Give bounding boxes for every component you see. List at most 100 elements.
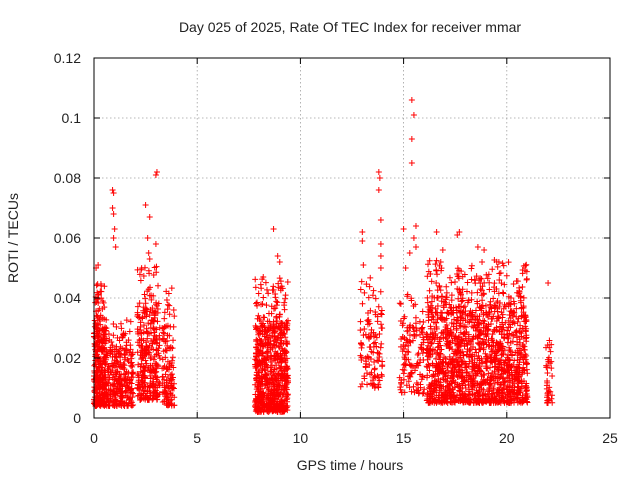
data-point [113, 378, 120, 385]
data-point [494, 305, 501, 312]
data-point [124, 356, 131, 363]
data-point [126, 379, 133, 386]
data-point [510, 309, 517, 316]
data-point [406, 384, 413, 391]
data-point [150, 325, 157, 332]
data-point [118, 390, 125, 397]
data-point [255, 312, 262, 319]
data-point [270, 398, 277, 405]
data-point [493, 286, 500, 292]
data-point [461, 377, 468, 384]
data-point [462, 399, 469, 406]
data-point [150, 292, 157, 299]
data-point [267, 340, 274, 347]
data-point [446, 331, 453, 338]
data-point [152, 382, 159, 389]
data-point [423, 363, 430, 370]
data-point [153, 263, 160, 270]
data-point [468, 276, 475, 283]
data-point [492, 375, 499, 382]
data-point [146, 214, 153, 220]
data-point [516, 288, 523, 295]
data-point [514, 347, 521, 354]
data-point [443, 283, 450, 290]
data-point [142, 300, 149, 307]
data-point [371, 366, 378, 373]
data-point [376, 377, 383, 384]
data-point [112, 361, 119, 368]
data-point [278, 324, 285, 331]
data-point [138, 265, 145, 272]
data-point [280, 408, 287, 415]
data-point [485, 370, 492, 377]
data-point [102, 361, 109, 368]
data-point [274, 370, 281, 377]
data-point [436, 283, 443, 290]
data-point [545, 389, 552, 396]
data-point [457, 323, 464, 330]
data-point [435, 378, 442, 385]
data-point [140, 307, 147, 314]
data-point [377, 253, 384, 259]
data-point [464, 279, 471, 286]
data-point [359, 300, 366, 307]
data-point [470, 324, 477, 331]
y-axis-label: ROTI / TECUs [5, 193, 21, 283]
data-point [366, 320, 373, 327]
data-point [427, 390, 434, 397]
data-point [271, 383, 278, 390]
data-point [152, 374, 159, 381]
data-point [269, 345, 276, 352]
data-point [258, 340, 265, 347]
data-point [279, 285, 286, 292]
data-point [365, 309, 371, 316]
data-point [149, 305, 156, 312]
data-point [139, 314, 146, 321]
data-point [112, 244, 119, 250]
data-point [145, 267, 152, 274]
data-point [122, 377, 129, 384]
data-point [144, 235, 151, 241]
data-point [495, 366, 502, 373]
data-point [449, 380, 456, 387]
data-point [100, 336, 107, 343]
data-point [431, 396, 438, 403]
data-point [274, 299, 281, 306]
data-point [435, 394, 442, 401]
data-point [259, 350, 266, 357]
data-point [452, 278, 459, 285]
data-point [493, 324, 500, 331]
data-point [473, 349, 480, 356]
data-point [258, 301, 265, 308]
data-point [425, 317, 432, 324]
data-point [494, 298, 501, 305]
data-point [408, 136, 415, 142]
data-point [97, 394, 104, 401]
data-point [485, 271, 492, 278]
data-point [401, 389, 408, 396]
data-point [255, 290, 262, 297]
data-point [474, 317, 481, 324]
data-point [366, 362, 373, 369]
data-point [466, 373, 473, 380]
data-point [506, 344, 513, 351]
data-point [153, 299, 160, 306]
data-point [516, 365, 523, 372]
data-point [412, 244, 419, 250]
data-point [105, 368, 112, 375]
data-point [99, 298, 106, 305]
data-point [268, 368, 275, 375]
data-point [507, 295, 514, 301]
data-point [461, 331, 468, 338]
data-point [488, 305, 495, 312]
data-point [109, 205, 116, 211]
data-point [448, 292, 455, 299]
x-tick-label: 0 [90, 430, 98, 446]
data-point [378, 310, 385, 317]
data-point [377, 265, 384, 271]
data-point [473, 273, 480, 280]
data-point [434, 294, 441, 301]
data-point [273, 362, 280, 369]
data-point [282, 359, 289, 366]
data-point [162, 371, 169, 378]
